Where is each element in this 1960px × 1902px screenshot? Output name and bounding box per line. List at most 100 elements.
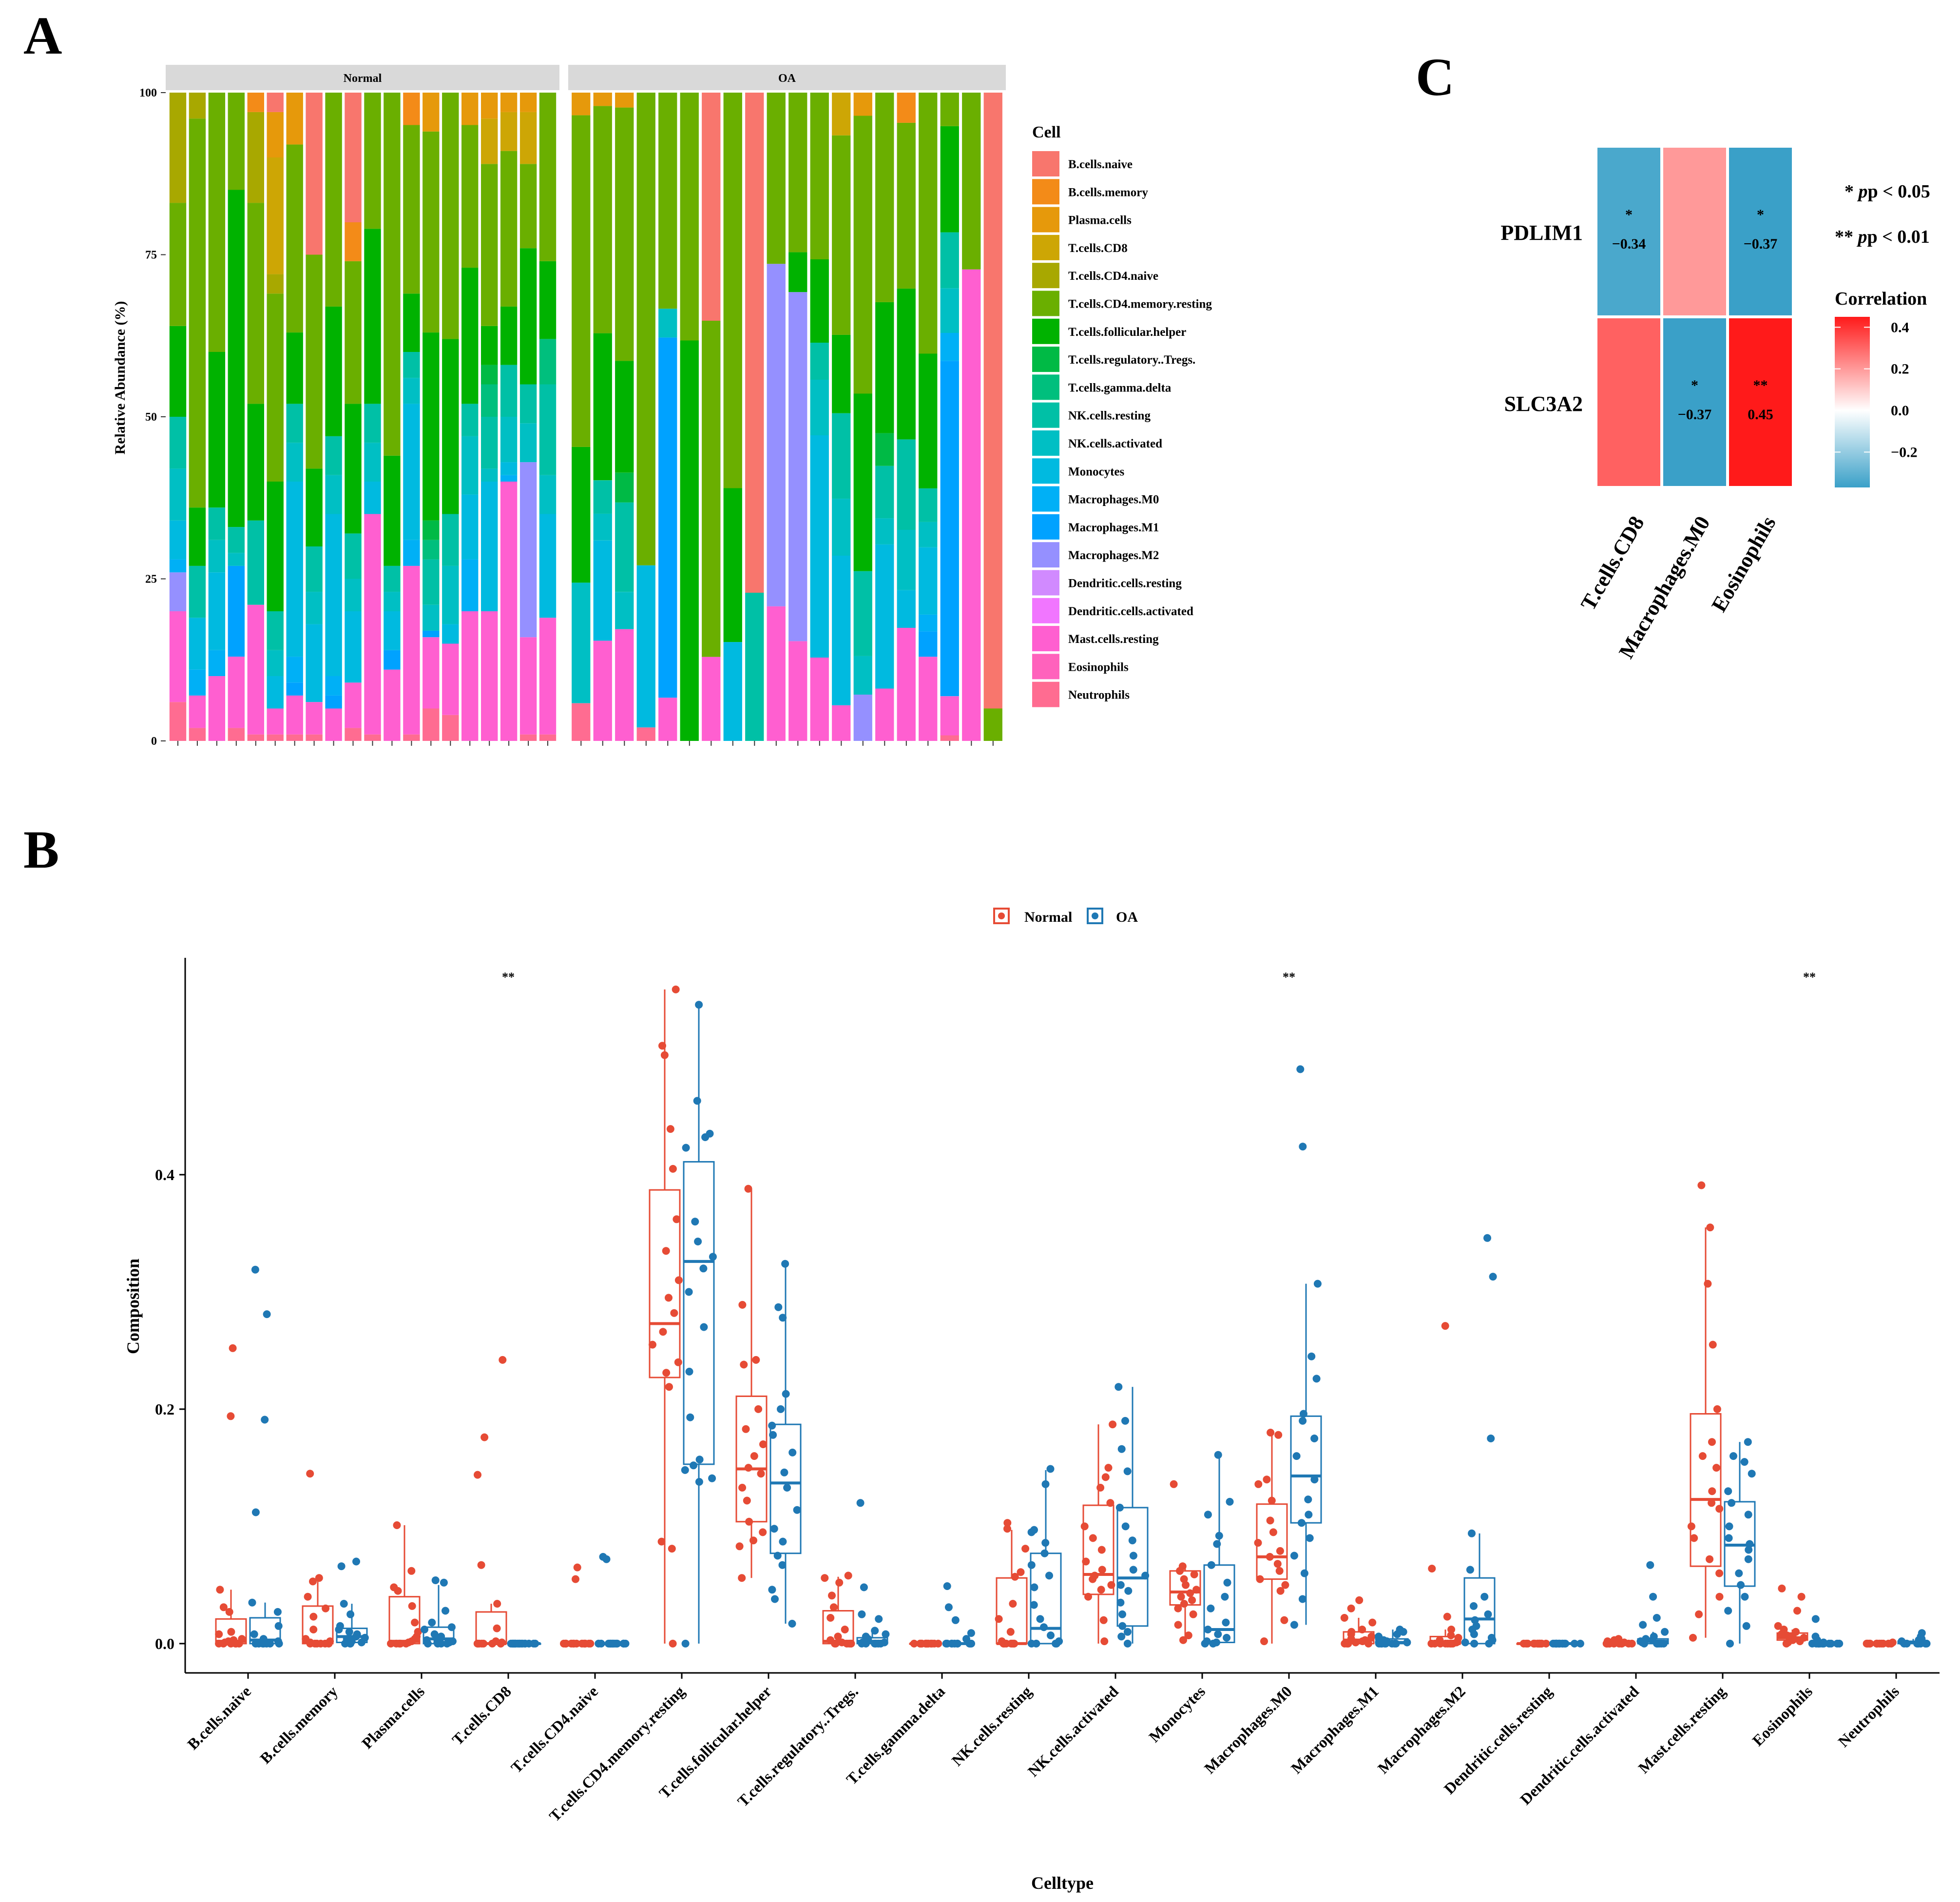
data-point — [1737, 1581, 1745, 1589]
data-point — [493, 1600, 501, 1608]
data-point — [1640, 1639, 1648, 1648]
box-normal-mast-cells-resting — [1687, 1181, 1724, 1642]
legend-label-neutrophils: Neutrophils — [1068, 689, 1130, 702]
data-point — [778, 1561, 787, 1569]
bar-segment-normal-3-t-cells-cd4-memory-resting — [208, 93, 226, 352]
bar-segment-normal-6-t-cells-cd4-memory-resting — [267, 293, 284, 482]
box-legend: Normal OA — [993, 908, 1138, 925]
data-point — [1306, 1534, 1314, 1542]
data-point — [777, 1405, 785, 1413]
heatmap-star-slc3a2-macrophages-m0: * — [1691, 377, 1698, 393]
data-point — [788, 1448, 797, 1456]
data-point — [1027, 1639, 1036, 1648]
data-point — [1576, 1639, 1584, 1648]
bar-segment-oa-12-nk-cells-activated — [810, 380, 829, 435]
data-point — [1603, 1639, 1611, 1648]
data-point — [701, 1133, 710, 1141]
bar-segment-normal-17-nk-cells-activated — [481, 468, 498, 482]
data-point — [1041, 1539, 1050, 1547]
data-point — [668, 1545, 676, 1553]
data-point — [251, 1265, 259, 1274]
box-normal-t-cells-cd8 — [473, 1356, 507, 1648]
legend-label-t-cells-follicular-helper: T.cells.follicular.helper — [1068, 326, 1186, 339]
box-normal-b-cells-memory — [302, 1470, 334, 1648]
bar-segment-normal-1-macrophages-m2 — [169, 572, 187, 611]
data-point — [658, 1042, 666, 1050]
data-point — [1010, 1639, 1018, 1648]
bar-segment-oa-11-t-cells-follicular-helper — [788, 252, 807, 292]
data-point — [216, 1586, 224, 1594]
x-tick-label-b-cells-memory: B.cells.memory — [256, 1682, 341, 1767]
bar-segment-normal-3-nk-cells-resting — [208, 507, 226, 540]
bar-segment-normal-1-monocytes — [169, 520, 187, 560]
data-point — [1213, 1540, 1221, 1548]
y-axis-a: 0 25 50 75 100 — [139, 87, 166, 748]
bar-segment-oa-17-monocytes — [919, 547, 938, 615]
bar-segment-normal-14-macrophages-m1 — [423, 630, 440, 638]
box-oa-nk-cells-resting — [1027, 1465, 1063, 1648]
bar-segment-oa-13-t-cells-cd8 — [832, 93, 851, 136]
bar-segment-normal-5-b-cells-memory — [247, 93, 264, 112]
y-tick-label-b: 0.2 — [155, 1400, 174, 1418]
note-p-001: ** pp < 0.01 — [1835, 227, 1930, 247]
data-point — [1214, 1451, 1222, 1459]
data-point — [1215, 1532, 1223, 1540]
box-body — [1463, 1577, 1496, 1645]
data-point — [1399, 1628, 1407, 1636]
data-point — [1310, 1475, 1319, 1484]
data-point — [1089, 1534, 1097, 1542]
data-point — [219, 1603, 228, 1611]
bar-segment-normal-2-t-cells-cd4-memory-resting — [189, 118, 206, 508]
data-point — [770, 1525, 778, 1533]
data-point — [1189, 1610, 1197, 1618]
data-point — [321, 1639, 329, 1648]
bar-segment-normal-12-nk-cells-activated — [384, 592, 401, 611]
legend-swatch-nk-cells-activated — [1032, 430, 1059, 456]
data-point — [757, 1470, 765, 1478]
box-normal-t-cells-cd4-memory-resting — [649, 985, 683, 1648]
bar-segment-oa-11-t-cells-cd4-memory-resting — [788, 93, 807, 252]
y-axis-title-a: Relative Abundance (%) — [112, 301, 128, 455]
box-oa-nk-cells-activated — [1115, 1383, 1150, 1648]
data-point — [345, 1628, 353, 1636]
data-point — [1735, 1569, 1743, 1577]
data-point — [341, 1639, 349, 1648]
bar-segment-normal-1-mast-cells-resting — [169, 611, 187, 702]
legend-label-oa: OA — [1116, 909, 1138, 925]
colorbar-bar — [1835, 317, 1870, 487]
data-point — [1089, 1575, 1097, 1583]
bar-segment-normal-14-t-cells-follicular-helper — [423, 332, 440, 521]
data-point — [227, 1412, 235, 1420]
bar-segment-normal-4-nk-cells-activated — [228, 553, 245, 566]
bar-segment-normal-4-nk-cells-resting — [228, 527, 245, 553]
legend-label-dendritic-cells-resting: Dendritic.cells.resting — [1068, 577, 1182, 590]
bar-segment-normal-7-nk-cells-resting — [286, 404, 303, 443]
bar-segment-normal-8-monocytes — [306, 624, 323, 702]
box-normal-t-cells-cd4-naive — [560, 1563, 595, 1648]
bar-segment-normal-4-neutrophils — [228, 728, 245, 741]
data-point — [774, 1303, 783, 1311]
box-normal-plasma-cells — [387, 1521, 422, 1648]
legend-label-eosinophils: Eosinophils — [1068, 660, 1129, 674]
data-point — [1377, 1639, 1385, 1648]
bar-segment-oa-18-macrophages-m0 — [940, 333, 959, 361]
data-point — [681, 1466, 689, 1474]
data-point — [322, 1604, 330, 1612]
bar-segment-normal-16-plasma-cells — [461, 93, 479, 125]
data-point — [1030, 1601, 1038, 1609]
bar-segment-normal-16-nk-cells-resting — [461, 404, 479, 436]
data-point — [1742, 1622, 1750, 1630]
bar-segment-normal-15-monocytes — [442, 624, 459, 644]
box-oa-neutrophils — [1897, 1629, 1931, 1648]
x-tick-label-eosinophils: Eosinophils — [1749, 1682, 1816, 1749]
bar-segment-oa-5-mast-cells-resting — [658, 698, 677, 741]
bar-segment-oa-16-t-cells-cd4-memory-resting — [897, 122, 916, 289]
bar-segment-normal-12-monocytes — [384, 611, 401, 650]
heatmap-cell-pdlim1-t-cells-cd8 — [1597, 148, 1660, 315]
data-point — [227, 1628, 235, 1636]
data-point — [860, 1583, 868, 1591]
bar-segment-normal-13-neutrophils — [403, 734, 420, 741]
heatmap-value-slc3a2-eosinophils: 0.45 — [1748, 407, 1773, 423]
bar-segment-normal-6-mast-cells-resting — [267, 708, 284, 735]
data-point — [219, 1639, 228, 1648]
